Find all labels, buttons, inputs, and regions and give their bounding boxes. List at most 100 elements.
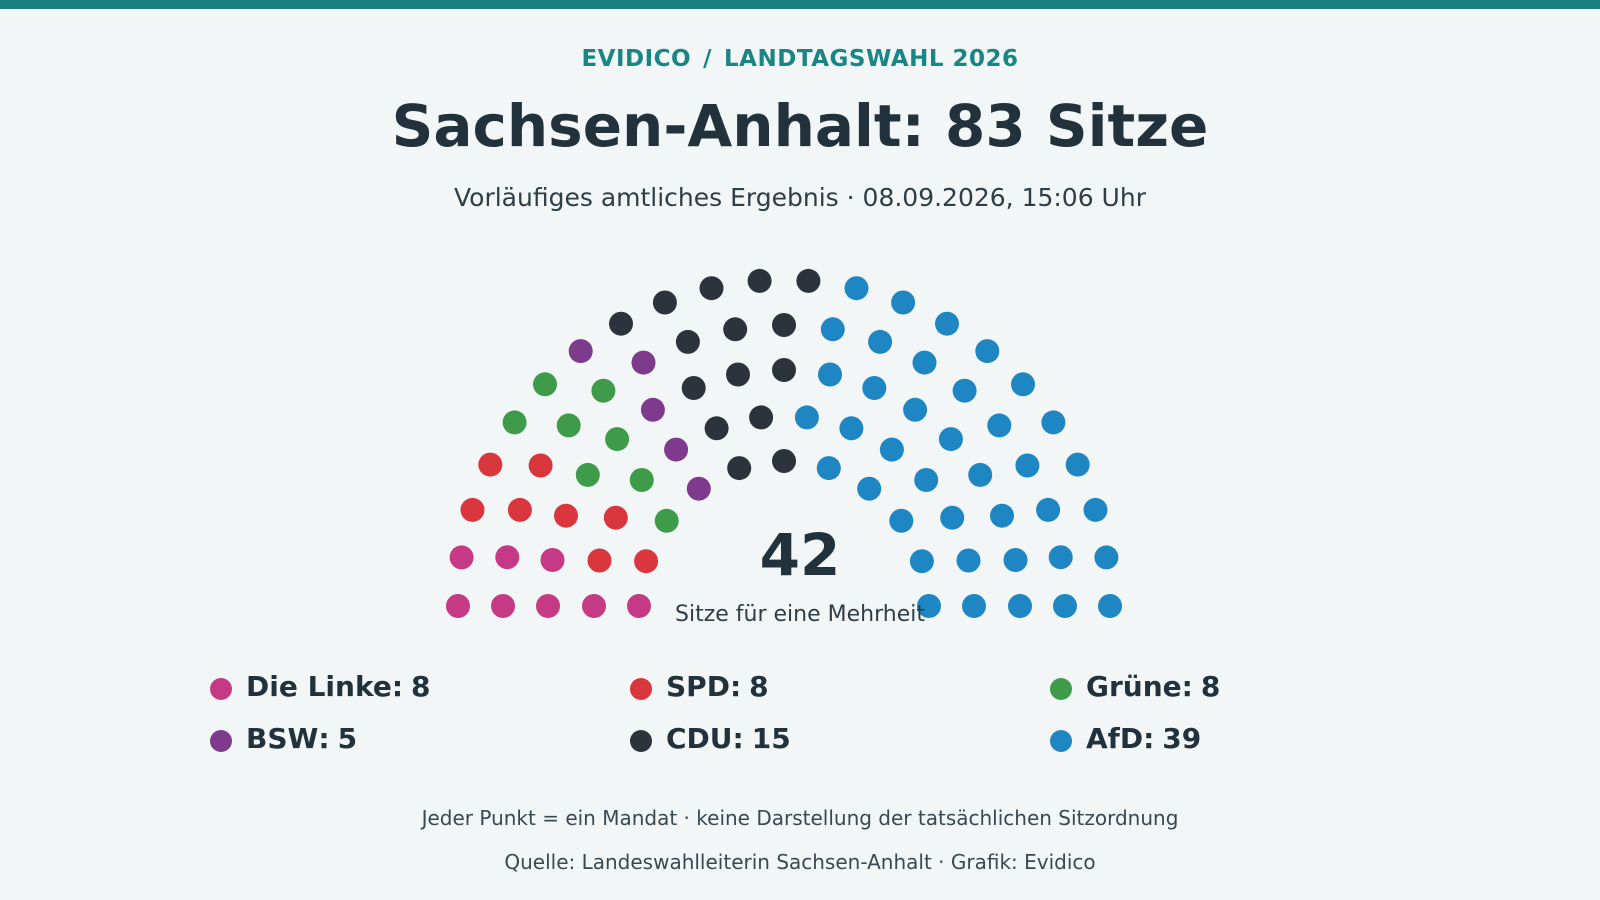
seat-dot xyxy=(938,427,963,452)
legend-item-die-linke: Die Linke:8 xyxy=(210,668,630,704)
legend-swatch xyxy=(630,730,652,752)
seat-dot xyxy=(794,405,819,430)
seat-dot xyxy=(1083,497,1108,522)
legend-count: 15 xyxy=(751,721,791,755)
legend-item-afd: AfD:39 xyxy=(1050,720,1470,756)
seat-dot xyxy=(844,276,869,301)
seat-dot xyxy=(726,362,750,387)
seat-dot xyxy=(796,268,821,293)
seat-dot xyxy=(507,497,532,522)
seat-dot xyxy=(723,317,748,342)
seat-dot xyxy=(868,329,893,354)
seat-dot xyxy=(917,594,941,618)
legend-colon: : xyxy=(1181,669,1193,703)
seat-dot xyxy=(962,594,986,618)
seat-dot xyxy=(631,350,656,375)
seat-dot xyxy=(1003,548,1028,572)
legend-count: 5 xyxy=(337,721,358,755)
parliament-chart: 42 Sitze für eine Mehrheit xyxy=(446,268,1122,627)
legend-colon: : xyxy=(729,669,742,703)
seat-dot xyxy=(605,427,630,452)
seat-dot xyxy=(495,545,520,570)
chart-subtitle: Vorläufiges amtliches Ergebnis · 08.09.2… xyxy=(454,183,1146,212)
legend-swatch xyxy=(210,678,232,700)
seat-dot xyxy=(987,413,1012,438)
legend-colon: : xyxy=(318,721,330,755)
seat-dot xyxy=(502,410,527,435)
seat-dot xyxy=(629,468,654,492)
seat-dot xyxy=(491,594,515,618)
seat-dot xyxy=(704,416,729,441)
election-name: LANDTAGSWAHL 2026 xyxy=(724,46,1019,72)
seat-dot xyxy=(478,452,503,477)
seat-dot xyxy=(556,413,581,438)
seat-dot xyxy=(568,339,593,364)
seat-dot xyxy=(1015,453,1040,478)
brand-name: EVIDICO xyxy=(581,46,692,72)
seat-dot xyxy=(540,548,565,572)
legend-name: BSW xyxy=(246,721,319,755)
seat-group xyxy=(446,268,1122,618)
legend-count: 8 xyxy=(411,669,431,703)
legend-name: Grüne xyxy=(1086,669,1182,703)
seat-dot xyxy=(1094,545,1119,570)
seat-dot xyxy=(956,548,981,573)
seat-dot xyxy=(857,476,882,501)
legend-item-bsw: BSW:5 xyxy=(210,720,630,756)
seat-dot xyxy=(839,416,864,441)
seat-dot xyxy=(749,405,774,430)
seat-dot xyxy=(1036,497,1061,522)
seat-dot xyxy=(536,594,560,618)
seat-dot xyxy=(627,594,651,618)
legend-item-spd: SPD:8 xyxy=(630,668,1050,704)
seat-dot xyxy=(820,317,845,342)
seat-dot xyxy=(952,378,977,403)
kicker-separator: / xyxy=(703,46,713,72)
seat-dot xyxy=(675,329,700,354)
seat-dot xyxy=(654,508,679,533)
seat-dot xyxy=(935,311,959,336)
seat-dot xyxy=(528,453,553,478)
seat-dot xyxy=(990,503,1014,528)
seat-dot xyxy=(940,505,965,530)
legend-count: 8 xyxy=(749,669,769,703)
seat-dot xyxy=(903,397,928,422)
seat-dot xyxy=(652,290,677,315)
seat-dot xyxy=(889,508,914,533)
seat-dot xyxy=(603,505,628,530)
seat-dot xyxy=(446,594,470,618)
seat-dot xyxy=(634,549,659,574)
seat-dot xyxy=(664,437,689,462)
seat-dot xyxy=(1041,410,1066,435)
seat-dot xyxy=(582,594,606,618)
legend-item-gruene: Grüne:8 xyxy=(1050,668,1470,704)
legend-name: AfD xyxy=(1086,721,1144,755)
seat-dot xyxy=(909,549,934,574)
seat-dot xyxy=(1011,372,1035,397)
footnote: Jeder Punkt = ein Mandat · keine Darstel… xyxy=(421,806,1179,830)
seat-dot xyxy=(1098,594,1122,618)
seat-dot xyxy=(533,372,557,397)
majority-label: Sitze für eine Mehrheit xyxy=(675,602,925,627)
seat-dot xyxy=(818,362,842,387)
legend-count: 39 xyxy=(1162,721,1202,755)
seat-dot xyxy=(975,339,1000,364)
legend: Die Linke:8 SPD:8 Grüne:8 BSW:5 CDU:15 A… xyxy=(210,668,1510,756)
legend-name: SPD xyxy=(666,669,730,703)
seat-dot xyxy=(1065,452,1090,477)
seat-dot xyxy=(747,268,772,293)
legend-swatch xyxy=(1050,730,1072,752)
legend-swatch xyxy=(630,678,652,700)
seat-dot xyxy=(772,449,796,473)
seat-dot xyxy=(727,456,752,481)
seat-dot xyxy=(587,548,612,573)
seat-dot xyxy=(772,313,796,337)
seat-dot xyxy=(912,350,937,375)
majority-value: 42 xyxy=(760,521,841,589)
legend-swatch xyxy=(1050,678,1072,700)
seat-dot xyxy=(1008,594,1032,618)
seat-dot xyxy=(681,376,706,400)
seat-dot xyxy=(816,456,841,481)
seat-dot xyxy=(449,545,474,570)
seat-dot xyxy=(686,476,711,501)
